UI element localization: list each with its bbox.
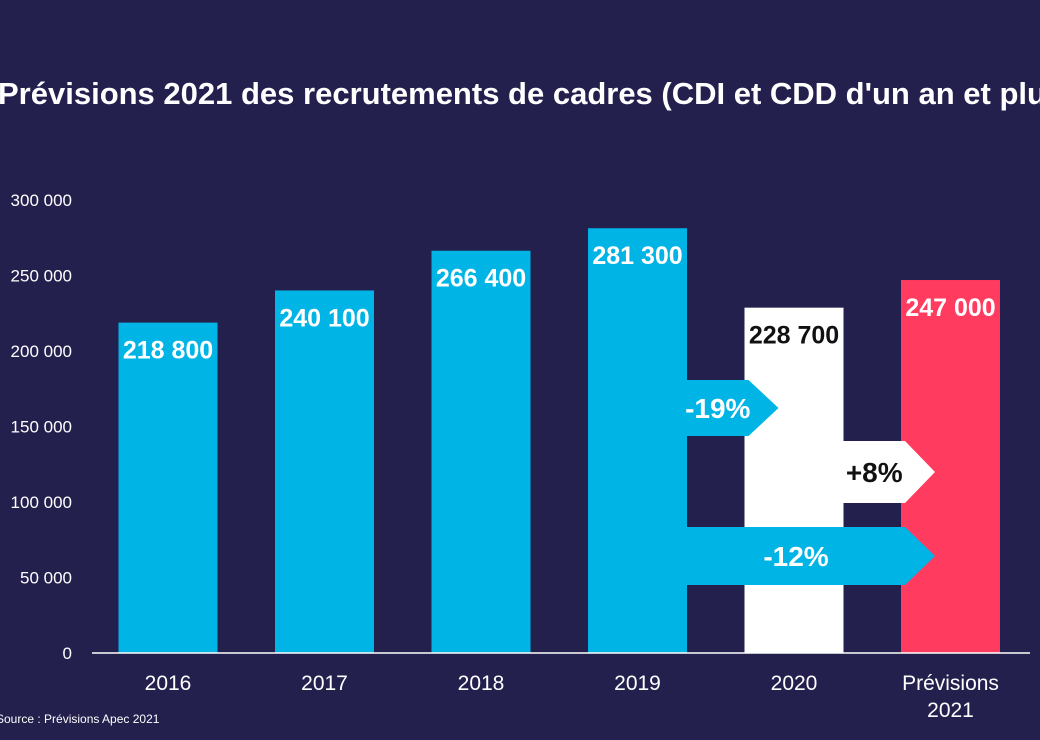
- x-tick-label: 2021: [927, 699, 974, 722]
- y-tick-label: 300 000: [11, 191, 72, 210]
- bar-value-label: 281 300: [592, 242, 682, 270]
- change-arrow: [843, 441, 935, 503]
- x-tick-label: 2016: [145, 672, 192, 695]
- x-tick-label: 2017: [301, 672, 348, 695]
- y-tick-label: 200 000: [11, 342, 72, 361]
- x-tick-label: 2018: [458, 672, 505, 695]
- bar-2019: [588, 228, 687, 653]
- bar-value-label: 228 700: [749, 322, 839, 350]
- bar-value-label: 240 100: [279, 304, 369, 332]
- change-arrow: [687, 380, 779, 436]
- bar-2017: [275, 290, 374, 653]
- change-arrow-label: +8%: [846, 457, 903, 488]
- y-tick-label: 150 000: [11, 418, 72, 437]
- bar-2020: [744, 307, 844, 653]
- chart-title: Prévisions 2021 des recrutements de cadr…: [0, 76, 1040, 111]
- bar-2018: [431, 250, 531, 653]
- bar-value-label: 247 000: [905, 294, 995, 322]
- y-tick-label: 0: [63, 644, 72, 663]
- change-arrow-label: -12%: [763, 541, 828, 572]
- x-tick-label: 2019: [614, 672, 661, 695]
- y-tick-label: 50 000: [20, 569, 72, 588]
- bar-2016: [118, 322, 218, 653]
- y-tick-label: 100 000: [11, 493, 72, 512]
- change-arrow: [687, 527, 935, 585]
- y-tick-label: 250 000: [11, 267, 72, 286]
- change-arrow-label: -19%: [685, 393, 750, 424]
- x-tick-label: 2020: [771, 672, 818, 695]
- x-tick-label: Prévisions: [902, 672, 999, 695]
- bar-value-label: 266 400: [436, 265, 526, 293]
- source-note: Source : Prévisions Apec 2021: [0, 712, 160, 726]
- bar-value-label: 218 800: [123, 337, 213, 365]
